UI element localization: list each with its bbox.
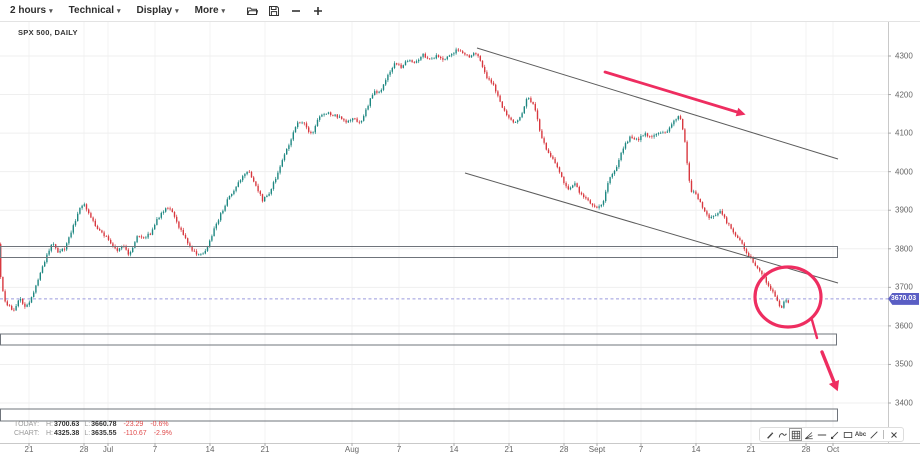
time-axis-label: 21	[24, 445, 34, 454]
today-high-label: H:	[46, 421, 53, 428]
chart-change: -110.67	[123, 429, 147, 437]
price-axis-label: 3400	[895, 398, 913, 408]
zoom-out-icon[interactable]	[289, 4, 302, 17]
menu-label: 2 hours	[10, 5, 47, 16]
rectangle-icon[interactable]	[842, 429, 853, 440]
zoom-in-icon[interactable]	[311, 4, 324, 17]
chart-label: CHART:	[14, 429, 40, 437]
price-axis-label: 3900	[895, 205, 913, 215]
time-axis-label: 14	[205, 445, 215, 454]
curved-arrow-icon[interactable]	[777, 429, 788, 440]
toolbar-divider	[883, 430, 884, 439]
time-axis-label: 14	[691, 445, 701, 454]
trend-angle-icon[interactable]	[803, 429, 814, 440]
chart-change-pct: -2.9%	[153, 429, 172, 437]
today-label: TODAY:	[14, 421, 40, 428]
top-toolbar: 2 hours ▾ Technical ▾ Display ▾ More ▾	[0, 0, 920, 22]
price-axis-label: 4000	[895, 167, 913, 177]
ray-icon[interactable]	[868, 429, 879, 440]
time-axis-label: 7	[152, 445, 158, 454]
price-axis-label: 3600	[895, 321, 913, 331]
time-axis-label: 7	[638, 445, 644, 454]
stats-panel: TODAY: H:3700.63 L:3660.78 -23.29 -0.6% CHAR…	[14, 421, 172, 438]
time-axis-label: Jul	[102, 445, 114, 454]
open-folder-icon[interactable]	[245, 4, 258, 17]
trendline-icon[interactable]	[829, 429, 840, 440]
menu-more[interactable]: More ▾	[195, 5, 225, 16]
today-low-label: L:	[84, 421, 91, 428]
grid-icon[interactable]	[789, 428, 802, 441]
time-axis-label: 7	[396, 445, 402, 454]
horizontal-line-icon[interactable]	[816, 429, 827, 440]
menu-label: Display	[136, 5, 173, 16]
time-axis-label: Sept	[588, 445, 606, 454]
menu-display[interactable]: Display ▾	[137, 5, 179, 16]
price-axis-label: 3500	[895, 359, 913, 369]
chart-high-label: H:	[46, 429, 53, 437]
chart-low-value: 3635.55	[91, 429, 117, 437]
chevron-down-icon: ▾	[221, 7, 226, 15]
today-high-value: 3700.63	[54, 421, 80, 428]
time-axis-label: 14	[449, 445, 459, 454]
chart-low-label: L:	[84, 429, 91, 437]
time-axis-label: 28	[559, 445, 569, 454]
toolbar-icon-group	[245, 4, 324, 17]
price-axis-label: 4200	[895, 90, 913, 100]
time-axis-label: 21	[746, 445, 756, 454]
today-change: -23.29	[123, 421, 144, 428]
chevron-down-icon: ▾	[49, 7, 53, 15]
today-change-pct: -0.6%	[150, 421, 169, 428]
price-axis-label: 4100	[895, 128, 913, 138]
today-stats-row: TODAY: H:3700.63 L:3660.78 -23.29 -0.6%	[14, 421, 172, 430]
today-low-value: 3660.78	[91, 421, 117, 428]
menu-label: More	[194, 5, 219, 16]
current-price-tag: 3670.03	[888, 292, 919, 305]
time-axis-label: 28	[801, 445, 811, 454]
chart-high-value: 4325.38	[54, 429, 80, 437]
time-axis-label: Oct	[826, 445, 840, 454]
chevron-down-icon: ▾	[117, 7, 121, 15]
symbol-label: SPX 500, DAILY	[18, 28, 78, 37]
text-tool-label: Abc	[854, 431, 867, 438]
close-icon[interactable]	[888, 429, 899, 440]
marker-icon[interactable]	[764, 429, 775, 440]
price-axis-label: 3700	[895, 282, 913, 292]
time-axis-label: 28	[79, 445, 89, 454]
menu-technical[interactable]: Technical ▾	[69, 5, 121, 16]
time-axis-label: 21	[260, 445, 270, 454]
drawing-toolbar: Abc	[759, 427, 904, 442]
price-axis-label: 3800	[895, 244, 913, 254]
price-axis-label: 4300	[895, 51, 913, 61]
time-axis-label: Aug	[344, 445, 360, 454]
time-axis-label: 21	[504, 445, 514, 454]
save-icon[interactable]	[267, 4, 280, 17]
chart-stats-row: CHART: H:4325.38 L:3635.55 -110.67 -2.9%	[14, 430, 172, 439]
text-icon[interactable]: Abc	[855, 429, 866, 440]
menu-2-hours[interactable]: 2 hours ▾	[10, 5, 53, 16]
chevron-down-icon: ▾	[175, 7, 179, 15]
menu-label: Technical	[68, 5, 115, 16]
